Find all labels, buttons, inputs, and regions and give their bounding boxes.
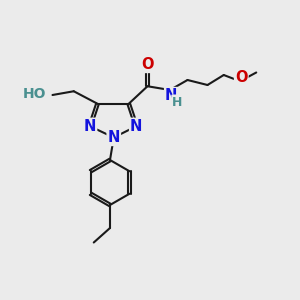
Text: N: N bbox=[130, 119, 142, 134]
Text: N: N bbox=[84, 119, 96, 134]
Text: O: O bbox=[141, 57, 154, 72]
Text: O: O bbox=[235, 70, 247, 85]
Text: HO: HO bbox=[23, 88, 46, 101]
Text: N: N bbox=[108, 130, 120, 145]
Text: N: N bbox=[165, 88, 177, 103]
Text: H: H bbox=[172, 95, 183, 109]
